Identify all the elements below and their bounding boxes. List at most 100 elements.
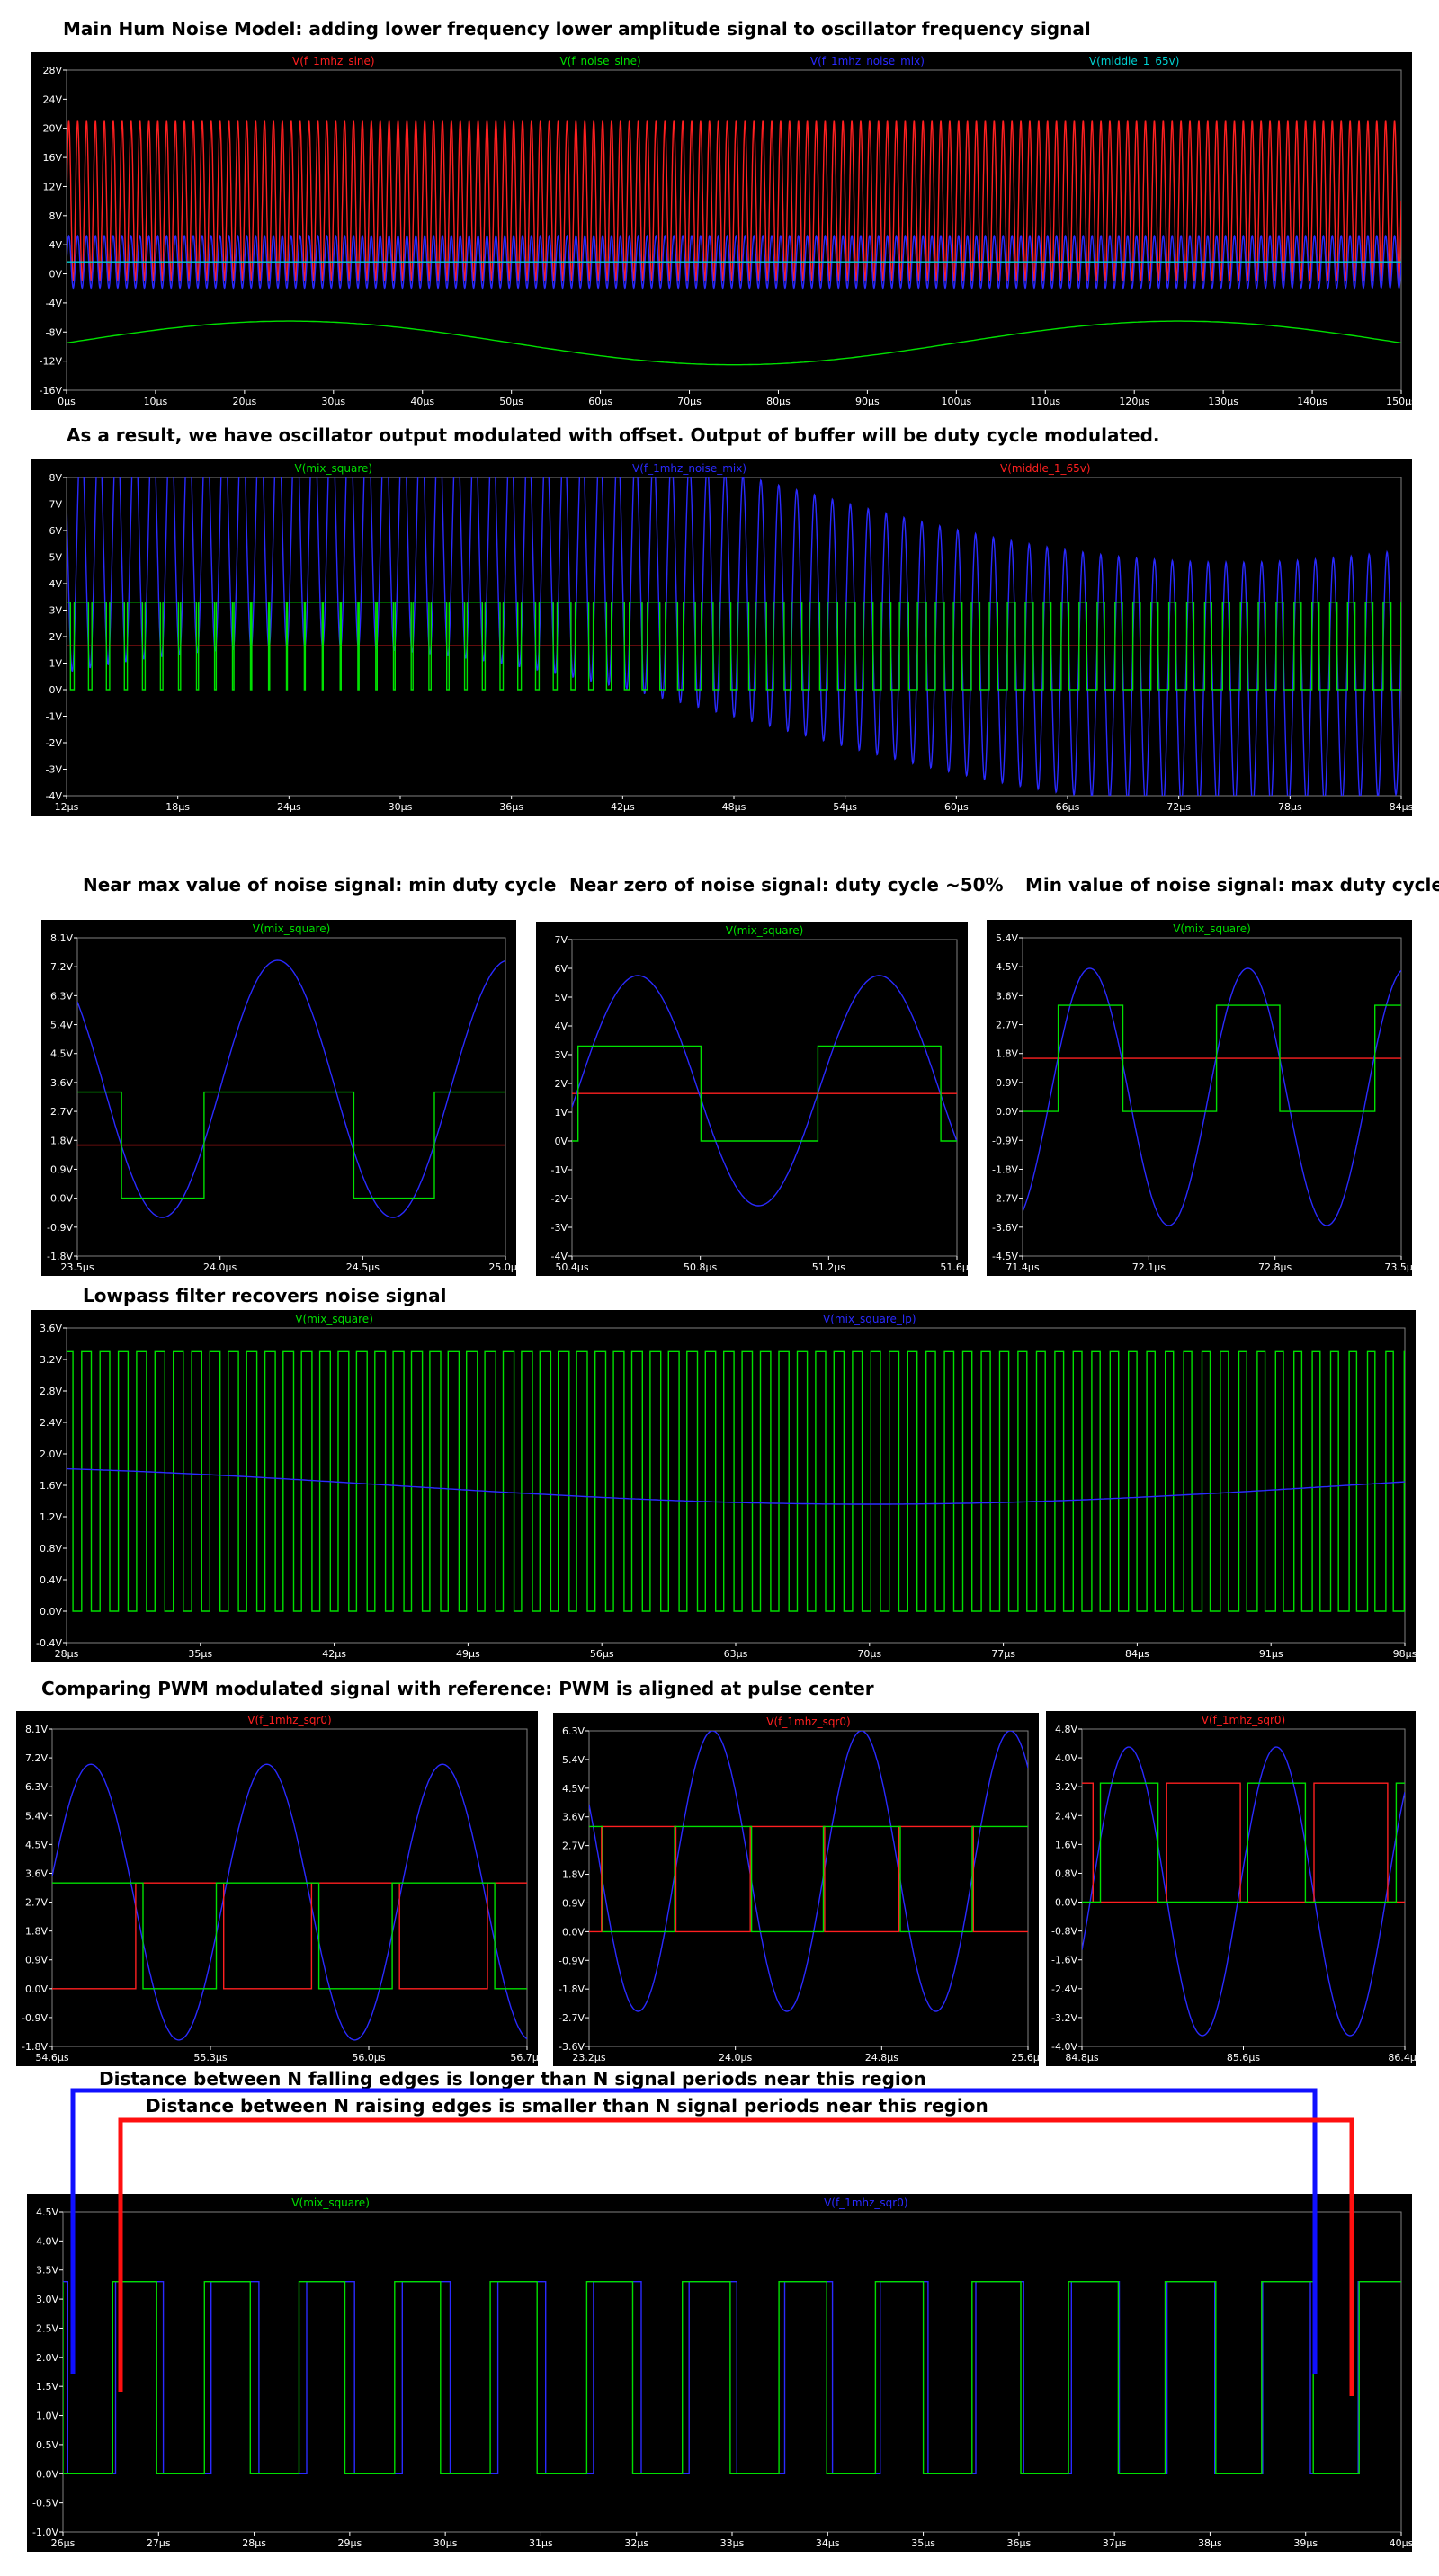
series-group	[1082, 1746, 1405, 2037]
chart-svg: -16V -12V -8V -4V 0V 4V 8V 12V 16V 20V 24V 28V 0µs 10…	[40, 55, 1413, 407]
y-tick-label: 1.8V	[25, 1926, 48, 1938]
y-tick-label: 4.5V	[996, 961, 1018, 973]
legend-entry: V(f_1mhz_sine)	[292, 55, 375, 67]
chart-svg: -1.8V -0.9V 0.0V 0.9V 1.8V 2.7V 3.6V 4.5V 5.4V 6.…	[22, 1714, 538, 2063]
series-group	[52, 1763, 527, 2041]
y-tick-label: -3.2V	[1051, 2012, 1077, 2024]
y-tick-label: 0.0V	[562, 1926, 585, 1938]
chart-svg: -4.5V -3.6V -2.7V -1.8V -0.9V 0.0V 0.9V 1.8V 2.7…	[992, 923, 1412, 1273]
y-tick-label: -2V	[46, 737, 63, 749]
legend-entry: V(mix_square)	[295, 1313, 373, 1325]
series-line	[52, 1882, 527, 1990]
chart-svg: -4V -3V -2V -1V 0V 1V 2V 3V 4V 5V 6V 7V 8V 12µs 18µs 24…	[46, 462, 1413, 813]
legend-entry: V(f_1mhz_noise_mix)	[810, 55, 925, 67]
series-line	[589, 1731, 1028, 2012]
legend-entry: V(mix_square)	[253, 923, 331, 935]
plot-pwm-compare-1: -1.8V -0.9V 0.0V 0.9V 1.8V 2.7V 3.6V 4.5V 5.4V 6.…	[16, 1711, 538, 2066]
y-tick-label: 0.9V	[562, 1897, 585, 1909]
y-tick-label: 2.4V	[40, 1417, 62, 1429]
y-tick-label: -1.8V	[992, 1163, 1018, 1175]
plot-lowpass: -0.4V 0.0V 0.4V 0.8V 1.2V 1.6V 2.0V 2.4V 2.8V 3.2…	[31, 1310, 1416, 1662]
y-tick-label: 4.5V	[36, 2206, 58, 2218]
x-tick-label: 42µs	[611, 801, 635, 813]
y-tick-label: 5.4V	[25, 1810, 48, 1822]
x-tick-label: 51.2µs	[812, 1261, 845, 1273]
x-tick-label: 91µs	[1259, 1648, 1283, 1660]
y-tick-label: 5.4V	[562, 1754, 585, 1766]
y-tick-label: 0.0V	[25, 1983, 48, 1995]
x-tick-label: 90µs	[855, 396, 880, 407]
x-tick-label: 150µs	[1386, 396, 1412, 407]
y-tick-label: -16V	[40, 385, 63, 397]
y-tick-label: 7.2V	[25, 1752, 48, 1764]
y-tick-label: 0.8V	[1055, 1867, 1077, 1879]
y-tick-label: -1.6V	[1051, 1955, 1077, 1966]
y-tick-label: 2.0V	[40, 1448, 62, 1460]
x-tick-label: 60µs	[944, 801, 969, 813]
x-tick-label: 38µs	[1198, 2537, 1222, 2549]
plot-half-duty: -4V -3V -2V -1V 0V 1V 2V 3V 4V 5V 6V 7V 50.4µs 50.8µs…	[536, 922, 968, 1276]
y-tick-label: 7V	[49, 499, 62, 511]
y-tick-label: 0.0V	[36, 2468, 58, 2480]
x-tick-label: 120µs	[1119, 396, 1149, 407]
x-tick-label: 39µs	[1293, 2537, 1318, 2549]
x-tick-label: 12µs	[55, 801, 79, 813]
y-tick-label: 3.6V	[40, 1323, 62, 1334]
x-tick-label: 78µs	[1278, 801, 1302, 813]
y-tick-label: 3.6V	[996, 990, 1018, 1002]
y-tick-label: 1V	[554, 1107, 568, 1119]
y-tick-label: 1.2V	[40, 1511, 62, 1523]
legend-entry: V(mix_square_lp)	[823, 1313, 916, 1325]
y-tick-label: 5.4V	[50, 1020, 73, 1031]
legend-entry: V(mix_square)	[295, 462, 373, 475]
y-tick-label: 0.0V	[50, 1193, 73, 1205]
legend-entry: V(f_1mhz_sqr0)	[1202, 1714, 1285, 1726]
x-tick-label: 24.0µs	[719, 2052, 752, 2063]
series-group	[63, 2281, 1401, 2474]
y-tick-label: 7V	[554, 934, 568, 946]
y-tick-label: -4.0V	[1051, 2041, 1077, 2053]
x-tick-label: 29µs	[337, 2537, 362, 2549]
x-tick-label: 63µs	[724, 1648, 748, 1660]
series-line	[67, 1467, 1405, 1505]
series-line	[1023, 967, 1401, 1226]
series-line	[67, 120, 1401, 281]
y-tick-label: 0V	[554, 1136, 568, 1147]
y-tick-label: 8.1V	[50, 932, 73, 944]
series-line	[67, 320, 1401, 366]
y-tick-label: 2.0V	[36, 2352, 58, 2364]
y-tick-label: 2.5V	[36, 2322, 58, 2334]
x-tick-label: 140µs	[1297, 396, 1327, 407]
y-tick-label: 1.6V	[1055, 1839, 1077, 1850]
y-tick-label: 3V	[49, 605, 62, 617]
legend-entry: V(f_1mhz_noise_mix)	[632, 462, 746, 475]
y-tick-label: -2.4V	[1051, 1983, 1077, 1995]
y-tick-label: -1.8V	[559, 1983, 585, 1995]
plot-min-duty: -1.8V -0.9V 0.0V 0.9V 1.8V 2.7V 3.6V 4.5V 5.4V 6.…	[41, 920, 516, 1276]
y-tick-label: 4.5V	[50, 1048, 73, 1060]
y-tick-label: 2.7V	[996, 1020, 1018, 1031]
plot-pwm-compare-2: -3.6V -2.7V -1.8V -0.9V 0.0V 0.9V 1.8V 2.7V 3.6V…	[553, 1713, 1039, 2066]
y-tick-label: 2.7V	[562, 1841, 585, 1852]
y-tick-label: 6.3V	[25, 1781, 48, 1793]
x-tick-label: 40µs	[1390, 2537, 1412, 2549]
y-tick-label: 4V	[49, 578, 62, 590]
y-tick-label: 8.1V	[25, 1724, 48, 1735]
x-tick-label: 10µs	[144, 396, 168, 407]
x-tick-label: 80µs	[766, 396, 791, 407]
x-tick-label: 56.0µs	[352, 2052, 385, 2063]
y-tick-label: 1.5V	[36, 2381, 58, 2393]
plot-frame	[76, 937, 506, 1257]
y-tick-label: 0.5V	[36, 2439, 58, 2451]
plot-frame	[51, 1728, 528, 2047]
y-tick-label: -4V	[46, 298, 63, 309]
plot-edges: -1.0V -0.5V 0.0V 0.5V 1.0V 1.5V 2.0V 2.5V 3.0V 3.…	[27, 2194, 1412, 2552]
caption-pwm-compare: Comparing PWM modulated signal with refe…	[41, 1678, 874, 1699]
x-tick-label: 84µs	[1125, 1648, 1149, 1660]
series-line	[572, 1045, 957, 1142]
y-tick-label: -0.4V	[36, 1637, 62, 1649]
plot-max-duty: -4.5V -3.6V -2.7V -1.8V -0.9V 0.0V 0.9V 1.8V 2.7…	[987, 920, 1412, 1276]
y-tick-label: -3V	[46, 764, 63, 776]
series-group	[1023, 967, 1401, 1226]
y-tick-label: 1.6V	[40, 1480, 62, 1492]
